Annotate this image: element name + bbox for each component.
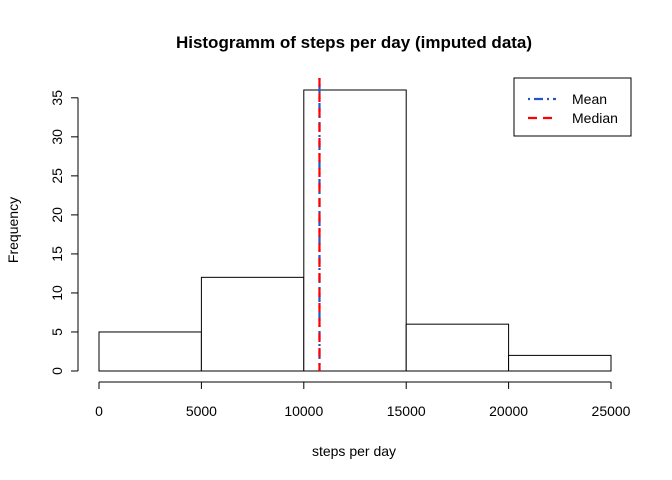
y-tick-label: 10 [49, 285, 65, 301]
legend-label-mean: Mean [572, 91, 607, 107]
legend-label-median: Median [572, 110, 618, 126]
x-tick-label: 20000 [489, 403, 528, 419]
y-tick-label: 25 [49, 168, 65, 184]
y-tick-label: 30 [49, 129, 65, 145]
legend-box [513, 77, 632, 137]
chart-title: Histogramm of steps per day (imputed dat… [176, 33, 532, 52]
x-tick-label: 15000 [387, 403, 426, 419]
x-axis-label: steps per day [312, 443, 396, 459]
histogram-bar-3 [405, 323, 510, 372]
histogram-bar-4 [508, 354, 612, 372]
x-tick-label: 10000 [284, 403, 323, 419]
y-tick-label: 20 [49, 207, 65, 223]
x-tick-label: 25000 [592, 403, 631, 419]
histogram-bar-2 [303, 89, 407, 372]
histogram-bar-1 [200, 276, 305, 372]
y-axis-label: Frequency [5, 197, 21, 263]
y-tick-label: 5 [49, 328, 65, 336]
y-tick-label: 15 [49, 246, 65, 262]
y-axis: 0 5 10 15 20 25 30 35 [49, 90, 79, 375]
legend: Mean Median [513, 77, 632, 137]
histogram-bar-0 [98, 331, 202, 372]
y-tick-label: 35 [49, 90, 65, 106]
x-axis: 0 5000 10000 15000 20000 25000 [95, 381, 631, 419]
y-tick-label: 0 [49, 367, 65, 375]
x-tick-label: 0 [95, 403, 103, 419]
x-tick-label: 5000 [186, 403, 217, 419]
bars-layer [98, 89, 612, 372]
